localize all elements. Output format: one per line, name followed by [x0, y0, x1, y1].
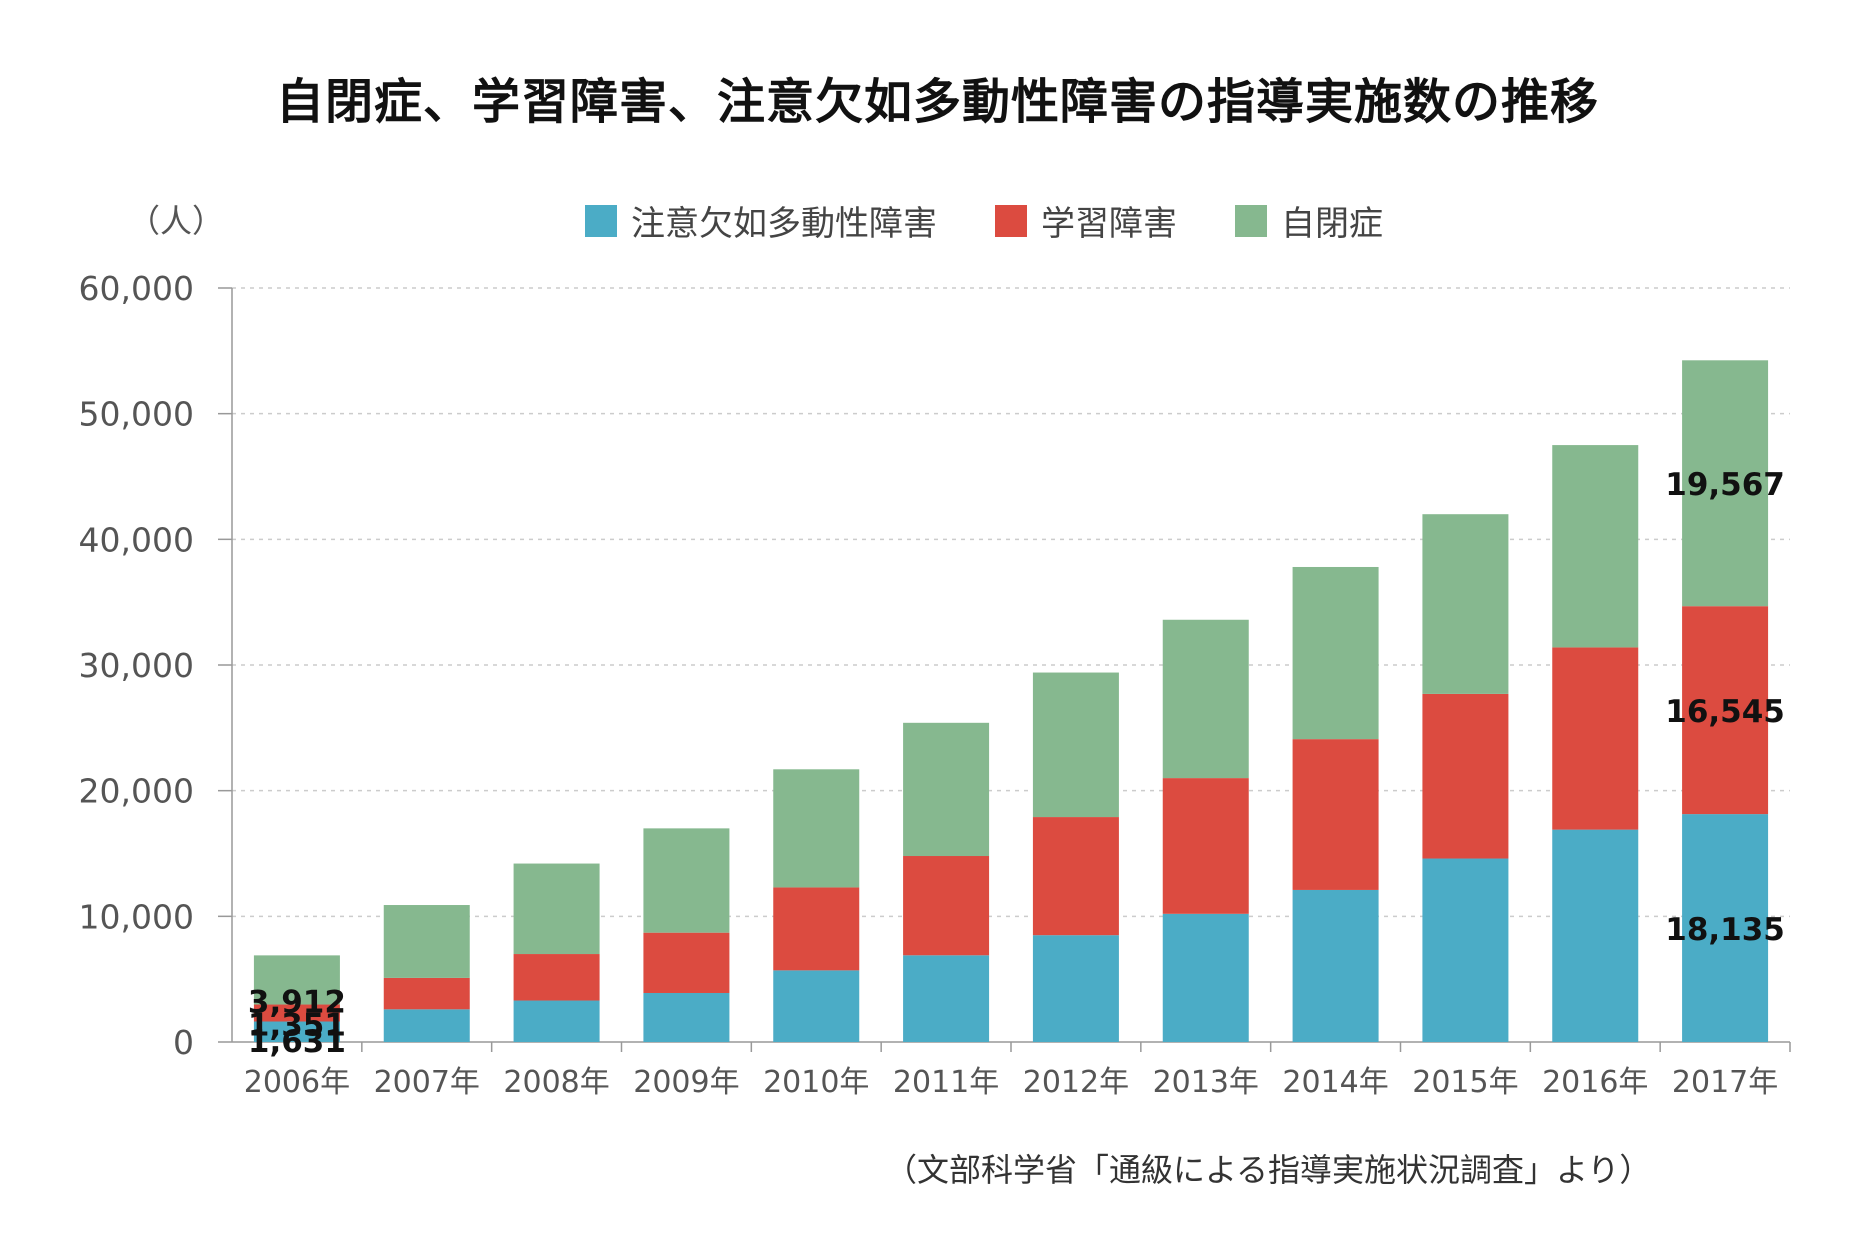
bar-segment	[773, 887, 860, 971]
x-tick-label: 2016年	[1542, 1065, 1648, 1100]
bar-segment	[1032, 817, 1119, 936]
legend-item-autism: 自閉症	[1235, 196, 1383, 245]
x-tick-label: 2006年	[244, 1065, 350, 1100]
bar-segment	[1552, 445, 1639, 648]
bar-segment	[1422, 693, 1509, 859]
bar-segment	[1552, 829, 1639, 1042]
data-label: 1,631	[248, 1024, 346, 1060]
legend-label-adhd: 注意欠如多動性障害	[631, 204, 937, 244]
x-tick-label: 2007年	[374, 1065, 480, 1100]
bar-segment	[253, 1004, 340, 1022]
legend-swatch-ld	[995, 204, 1027, 237]
bar-segment	[1682, 360, 1769, 607]
bar-segment	[1422, 514, 1509, 694]
bar-segment	[773, 970, 860, 1042]
bar-segment	[1422, 858, 1509, 1042]
data-label: 16,545	[1665, 694, 1785, 730]
bar-segment	[1292, 566, 1379, 740]
bar-segment	[383, 977, 470, 1010]
y-tick-label: 20,000	[79, 772, 194, 811]
bar-segment	[903, 856, 990, 956]
x-tick-label: 2011年	[893, 1065, 999, 1100]
bar-segment	[903, 955, 990, 1042]
x-tick-label: 2012年	[1023, 1065, 1129, 1100]
y-tick-label: 40,000	[79, 520, 194, 559]
bar-segment	[643, 828, 730, 933]
bar-segment	[1162, 778, 1249, 914]
legend-swatch-adhd	[585, 204, 617, 237]
bar-segment	[1032, 935, 1119, 1042]
bar-segment	[643, 992, 730, 1042]
y-tick-label: 0	[173, 1023, 194, 1062]
bar-segment	[513, 863, 600, 955]
source-note: （文部科学省「通級による指導実施状況調査」より）	[885, 1151, 1652, 1189]
x-tick-label: 2010年	[763, 1065, 869, 1100]
data-label: 3,912	[248, 985, 346, 1021]
bar-segment	[1162, 913, 1249, 1042]
legend-label-ld: 学習障害	[1041, 204, 1177, 244]
data-label: 19,567	[1665, 467, 1785, 503]
x-tick-label: 2014年	[1282, 1065, 1388, 1100]
x-tick-label: 2013年	[1153, 1065, 1259, 1100]
y-axis-unit-label: （人）	[128, 202, 225, 240]
legend: 注意欠如多動性障害 学習障害 自閉症	[585, 196, 1441, 245]
bar-segment	[1292, 739, 1379, 890]
bar-segment	[903, 722, 990, 857]
bar-segment	[643, 932, 730, 993]
bar-segment	[1032, 672, 1119, 818]
bar-segment	[1682, 606, 1769, 815]
chart-title: 自閉症、学習障害、注意欠如多動性障害の指導実施数の推移	[275, 74, 1599, 130]
x-tick-label: 2008年	[503, 1065, 609, 1100]
bar-segment	[773, 769, 860, 888]
legend-label-autism: 自閉症	[1281, 204, 1383, 244]
bar-segment	[383, 905, 470, 978]
bar-segment	[513, 1000, 600, 1042]
legend-item-ld: 学習障害	[995, 196, 1177, 245]
x-tick-label: 2009年	[633, 1065, 739, 1100]
bar-segment	[1292, 889, 1379, 1042]
bar-segment	[1552, 647, 1639, 830]
legend-item-adhd: 注意欠如多動性障害	[585, 196, 937, 245]
bar-segment	[253, 955, 340, 1005]
x-tick-label: 2015年	[1412, 1065, 1518, 1100]
bar-segment	[383, 1009, 470, 1042]
y-tick-label: 10,000	[79, 897, 194, 936]
bar-segment	[513, 954, 600, 1001]
x-tick-label: 2017年	[1672, 1065, 1778, 1100]
bar-segment	[1162, 619, 1249, 779]
data-label: 1,351	[248, 1008, 346, 1044]
y-tick-label: 30,000	[79, 646, 194, 685]
y-tick-label: 50,000	[79, 395, 194, 434]
bar-segment	[253, 1021, 340, 1042]
y-tick-label: 60,000	[79, 269, 194, 308]
bar-segment	[1682, 814, 1769, 1042]
legend-swatch-autism	[1235, 204, 1267, 237]
data-label: 18,135	[1665, 912, 1785, 948]
